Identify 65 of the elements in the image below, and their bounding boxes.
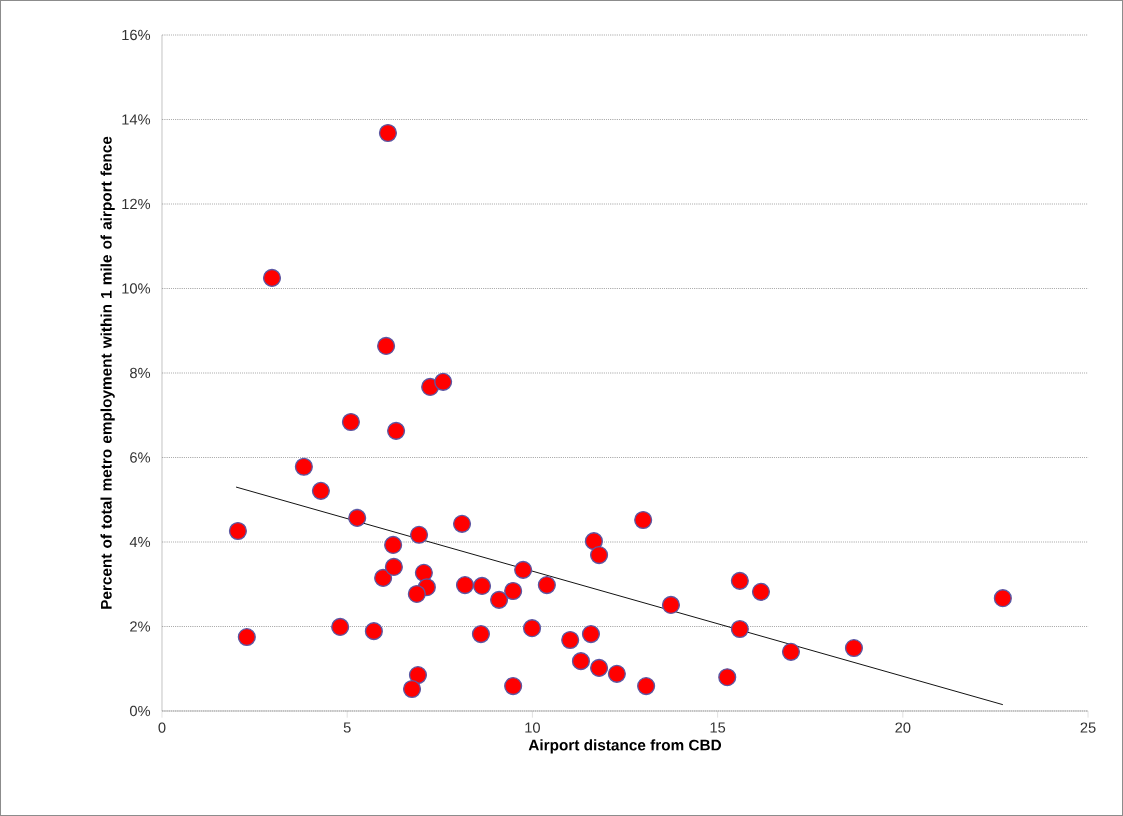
x-axis-title: Airport distance from CBD	[528, 739, 722, 754]
point	[781, 642, 801, 661]
point	[374, 568, 393, 587]
point	[387, 421, 406, 440]
point	[455, 576, 475, 595]
point	[384, 535, 403, 555]
point	[228, 521, 247, 541]
point	[434, 372, 453, 391]
point	[584, 532, 603, 551]
y-tick-label: 8%	[130, 367, 151, 379]
point	[364, 622, 383, 641]
point	[581, 625, 600, 644]
point	[661, 595, 681, 615]
point	[718, 668, 737, 687]
point	[331, 617, 350, 636]
point	[490, 590, 509, 609]
point	[590, 546, 609, 565]
point	[348, 508, 367, 527]
point	[378, 123, 398, 143]
point	[471, 625, 490, 644]
point	[504, 677, 523, 696]
point	[237, 628, 256, 647]
point	[751, 582, 771, 601]
point	[384, 557, 403, 576]
y-tick-label: 2%	[130, 621, 151, 632]
x-tick-label: 0	[158, 722, 166, 733]
point	[993, 589, 1012, 608]
x-tick-label: 25	[1080, 722, 1096, 733]
x-tick-label: 10	[525, 722, 540, 733]
point	[377, 336, 396, 356]
point	[561, 630, 580, 650]
y-tick-label: 0%	[129, 705, 151, 717]
point	[571, 652, 590, 671]
x-tick-label: 20	[895, 722, 911, 733]
point	[341, 412, 360, 432]
point	[522, 619, 542, 638]
y-tick-label: 16%	[122, 29, 151, 41]
point	[844, 638, 863, 658]
point	[414, 563, 433, 582]
x-tick-label: 5	[343, 722, 351, 733]
y-tick-label: 6%	[130, 452, 151, 463]
point	[590, 658, 609, 677]
point	[311, 481, 330, 500]
point	[408, 666, 428, 685]
point	[637, 677, 656, 696]
point	[634, 510, 653, 530]
point	[452, 514, 472, 533]
point	[730, 619, 749, 639]
x-tick-label: 15	[710, 722, 726, 733]
point	[262, 268, 282, 287]
y-tick-label: 14%	[122, 114, 151, 125]
point	[294, 457, 313, 476]
point	[504, 581, 523, 601]
point	[514, 560, 533, 579]
point	[402, 679, 422, 699]
point	[730, 571, 749, 590]
point	[472, 576, 492, 596]
y-axis-title: Percent of total metro employment within 1 mile of airport fence	[100, 136, 115, 609]
y-tick-label: 10%	[122, 283, 151, 294]
point	[407, 584, 426, 604]
point	[409, 525, 429, 544]
point	[537, 576, 556, 595]
y-tick-label: 12%	[122, 198, 151, 210]
y-tick-label: 4%	[129, 536, 151, 548]
point	[607, 664, 626, 683]
